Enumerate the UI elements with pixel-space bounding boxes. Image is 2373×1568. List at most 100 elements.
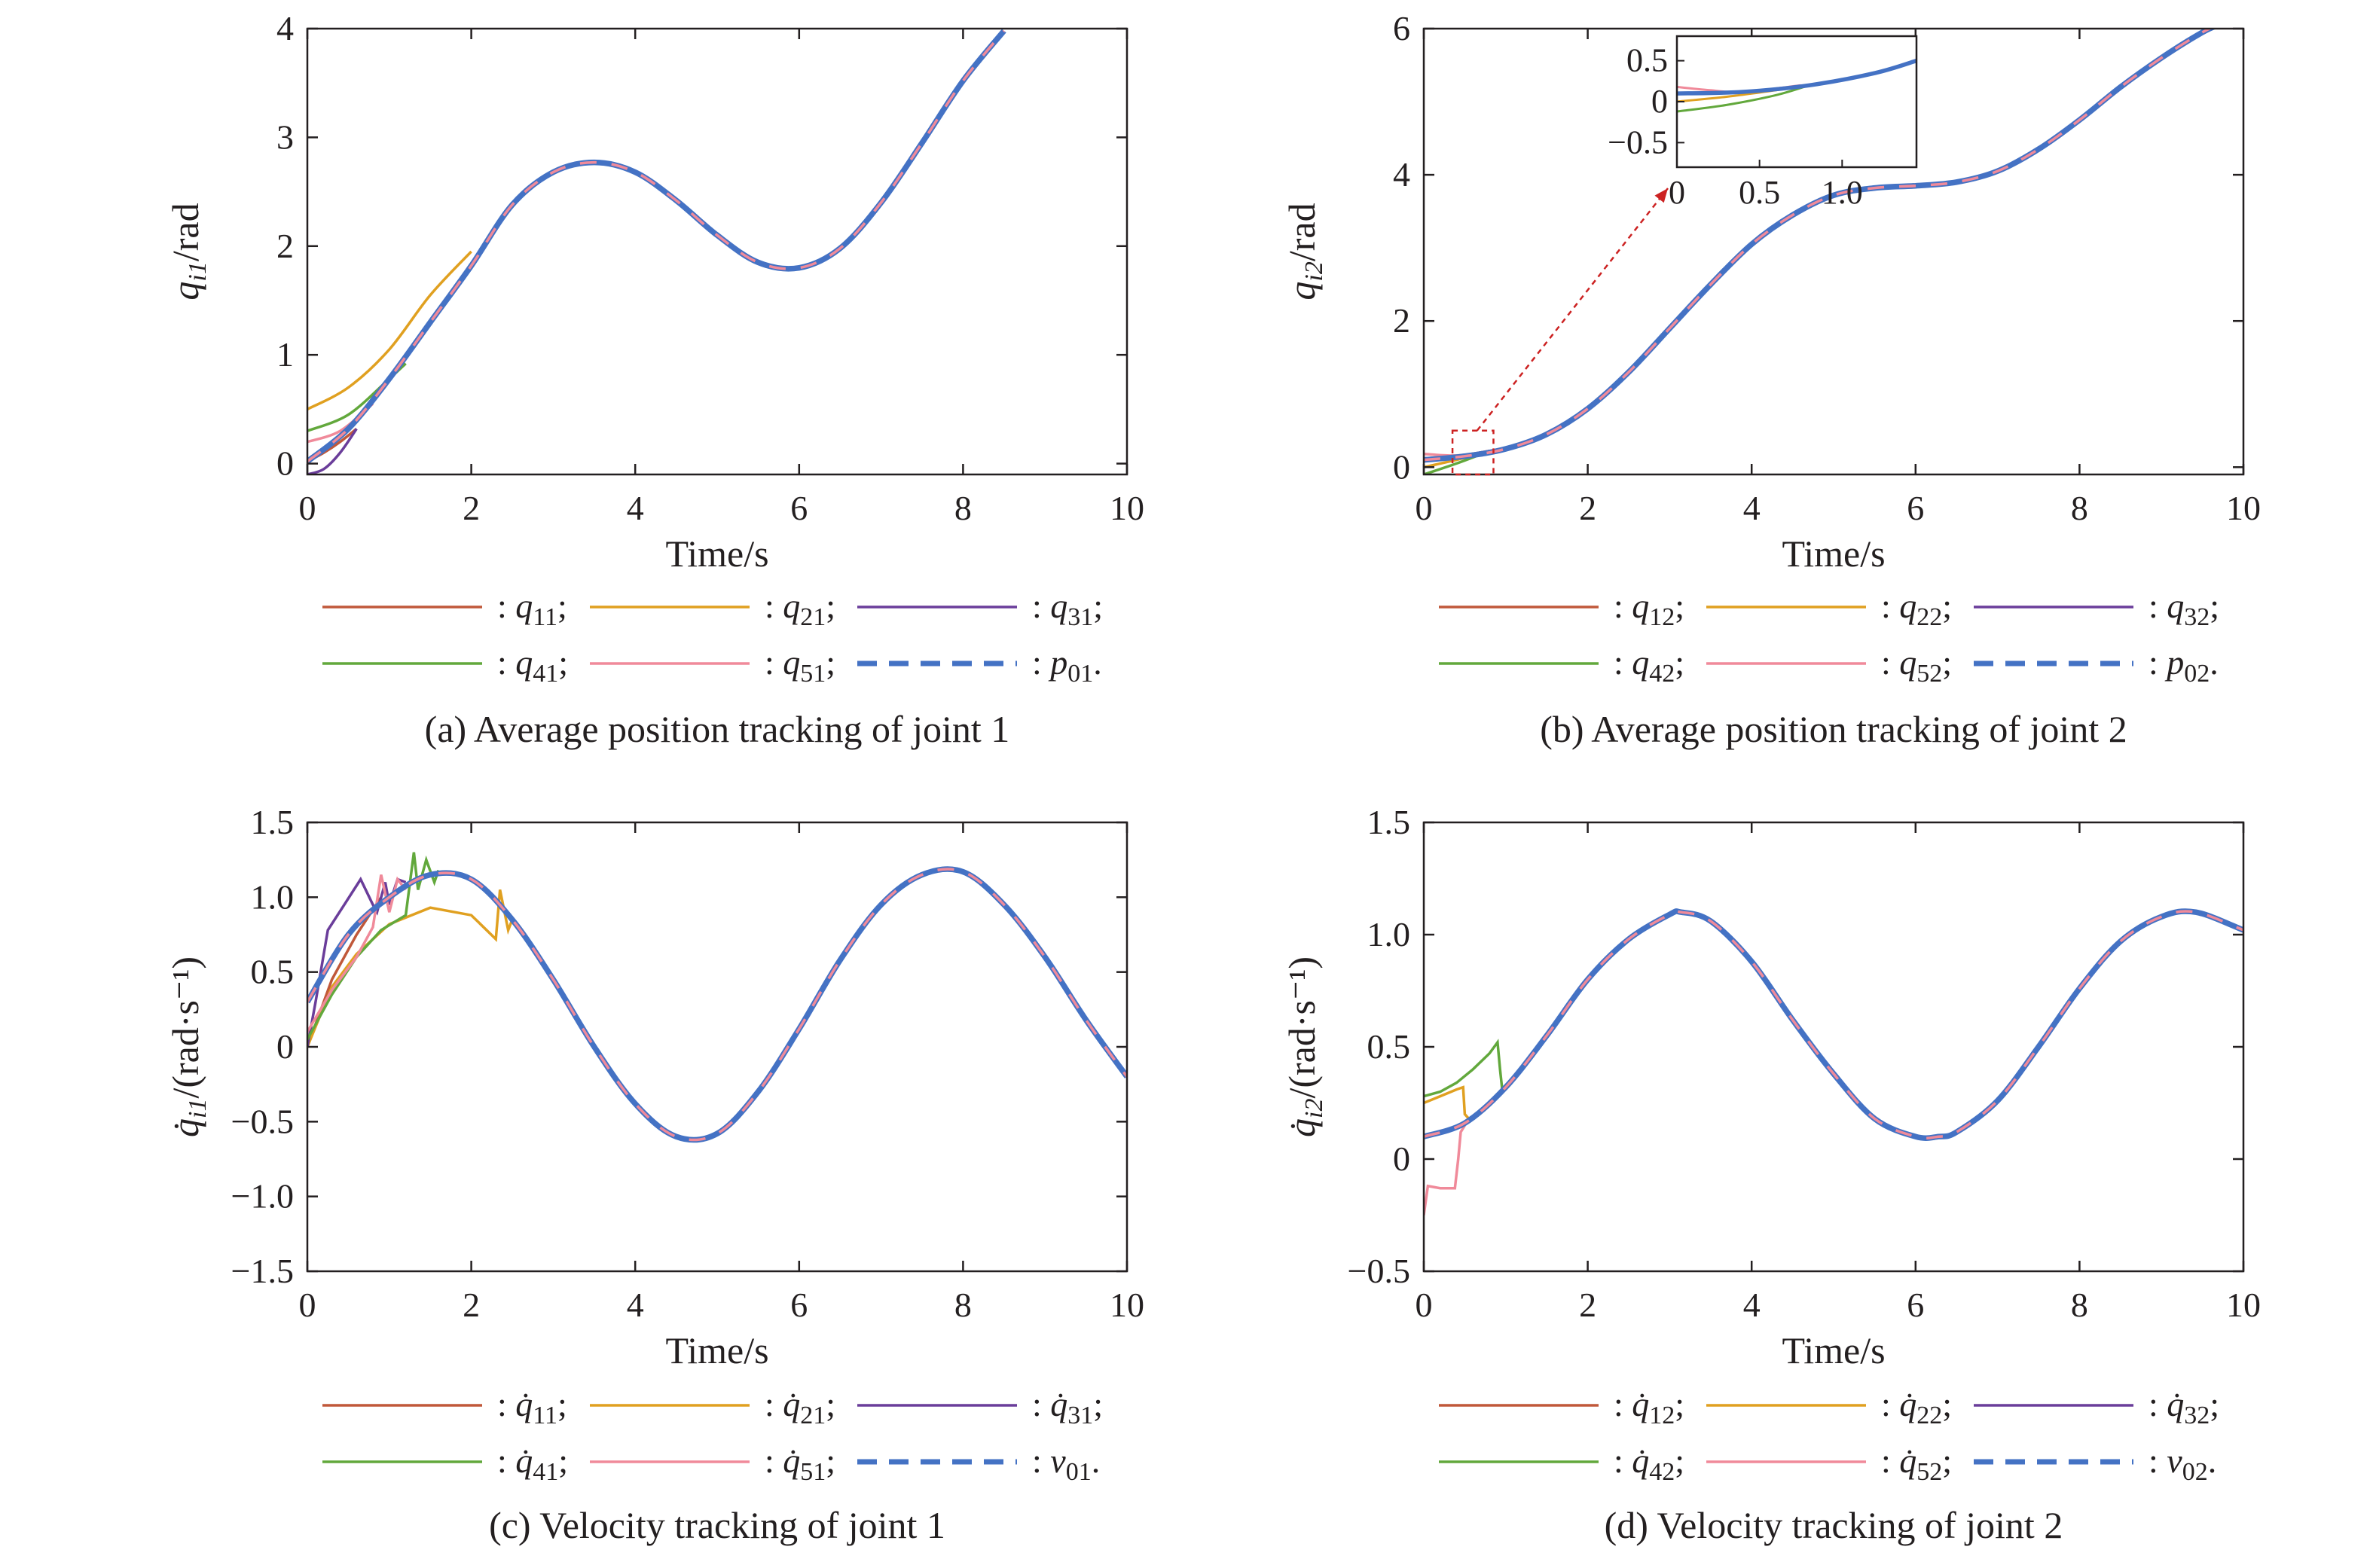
x-tick-label: 8 [2071,1286,2088,1324]
legend-label: : v02. [2149,1441,2216,1486]
series-line-q21 [307,250,472,410]
x-axis-label: Time/s [665,1329,768,1371]
x-tick-label: 0 [1416,1286,1433,1324]
series-line-q31 [307,428,358,474]
x-tick-label: 4 [1743,1286,1761,1324]
y-tick-label: 0 [1393,447,1410,486]
panel-caption: (c) Velocity tracking of joint 1 [489,1504,945,1546]
y-tick-label: 1.0 [1367,915,1411,953]
y-tick-label: 0 [1393,1139,1410,1178]
legend-label: : q̇41; [497,1441,568,1486]
legend-label: : q31; [1032,587,1103,631]
plot-frame [1422,27,2245,476]
legend: : q̇11;: q̇21;: q̇31;: q̇41;: q̇51;: v01… [322,1385,1103,1486]
inset-x-tick-label: 0 [1669,174,1685,211]
panel-caption: (a) Average position tracking of joint 1 [425,708,1010,750]
legend-item: : q̇51; [590,1441,835,1486]
tracking-overlay-line [307,868,1127,1142]
legend-label: : q̇22; [1881,1385,1952,1429]
legend-label: : q11; [497,587,567,631]
inset-reference-line [1676,58,1917,96]
y-tick-label: 4 [276,9,294,47]
legend-label: : q̇12; [1614,1385,1684,1429]
legend-item: : v02. [1974,1441,2216,1486]
legend-item: : p02. [1974,643,2219,688]
legend-item: : q52; [1706,643,1952,688]
tracking-overlay-line [1424,29,2213,462]
x-tick-label: 10 [2226,1286,2261,1324]
x-tick-label: 10 [2226,489,2261,527]
chart-panel-b: 0 2 4 6 8 10 0 2 4 6 Time/s qi2/rad: q12;: q22;: q3… [1281,9,2261,750]
tracking-overlay-line [1424,910,2243,1139]
inset-x-tick-label: 0.5 [1739,174,1780,211]
legend-item: : q̇32; [1974,1385,2219,1429]
legend-label: : p01. [1032,643,1102,688]
x-tick-label: 8 [954,489,972,527]
x-tick-label: 6 [1907,489,1924,527]
y-tick-label: −0.5 [1348,1252,1410,1290]
legend-label: : v01. [1032,1441,1100,1486]
legend-item: : q̇12; [1439,1385,1684,1429]
legend-label: : q41; [497,643,568,688]
legend-item: : q22; [1706,587,1952,631]
y-tick-label: 1.5 [1367,803,1411,841]
x-tick-label: 10 [1110,1286,1144,1324]
legend-label: : q52; [1881,643,1952,688]
legend-item: : p01. [857,643,1102,688]
x-axis-label: Time/s [1782,532,1885,575]
series-line-q52 [1424,1124,1466,1216]
legend-item: : q̇22; [1706,1385,1952,1429]
inset-background [1677,36,1916,167]
inset-y-tick-label: −0.5 [1608,124,1668,160]
tracking-overlay-line [307,29,1006,463]
inset-y-tick-label: 0 [1651,83,1668,120]
series-group [1424,908,2243,1216]
legend-item: : q12; [1439,587,1684,631]
inset-series-line [1676,84,1810,113]
reference-line-v01 [307,866,1127,1143]
y-tick-label: 1.0 [251,877,295,916]
legend-label: : q51; [765,643,835,688]
legend-label: : q42; [1614,643,1684,688]
plot-frame [1422,821,2245,1273]
x-tick-label: 8 [2071,489,2088,527]
legend-label: : q̇42; [1614,1441,1684,1486]
y-tick-label: 1 [276,335,294,374]
legend-label: : q̇32; [2149,1385,2219,1429]
y-tick-label: 1.5 [251,803,295,841]
legend-label: : q̇51; [765,1441,835,1486]
legend-item: : q̇31; [857,1385,1103,1429]
legend-item: : v01. [857,1441,1100,1486]
x-tick-label: 2 [463,1286,480,1324]
legend-label: : p02. [2149,643,2219,688]
legend-item: : q42; [1439,643,1684,688]
legend-label: : q̇21; [765,1385,835,1429]
legend-label: : q12; [1614,587,1684,631]
y-tick-label: 0.5 [1367,1027,1411,1066]
series-group [307,29,1006,474]
legend-label: : q̇52; [1881,1441,1952,1486]
x-tick-label: 2 [463,489,480,527]
x-tick-label: 8 [954,1286,972,1324]
series-group [1424,29,2218,474]
x-tick-label: 4 [1743,489,1761,527]
y-axis-label: qi1/rad [164,203,212,300]
y-tick-label: −1.5 [231,1252,294,1290]
chart-panel-c: 0 2 4 6 8 10 −1.5 −1.0 −0.5 0 0.5 1.0 1.5 Time/s q̇i1/… [164,803,1144,1546]
y-tick-label: 6 [1393,9,1410,47]
x-tick-label: 10 [1110,489,1144,527]
legend-item: : q51; [590,643,835,688]
legend: : q12; : q22; : q32; : q42; : q52; : p02. [1439,587,2219,688]
x-tick-label: 0 [299,489,316,527]
legend-item: : q32; [1974,587,2219,631]
y-tick-label: 3 [276,117,294,156]
y-tick-label: 0 [276,444,294,483]
plot-frame [306,821,1128,1273]
x-tick-label: 6 [790,489,808,527]
x-tick-label: 2 [1579,1286,1596,1324]
series-line-q51 [307,874,407,1033]
y-tick-label: 4 [1393,155,1410,194]
x-axis-label: Time/s [665,532,768,575]
